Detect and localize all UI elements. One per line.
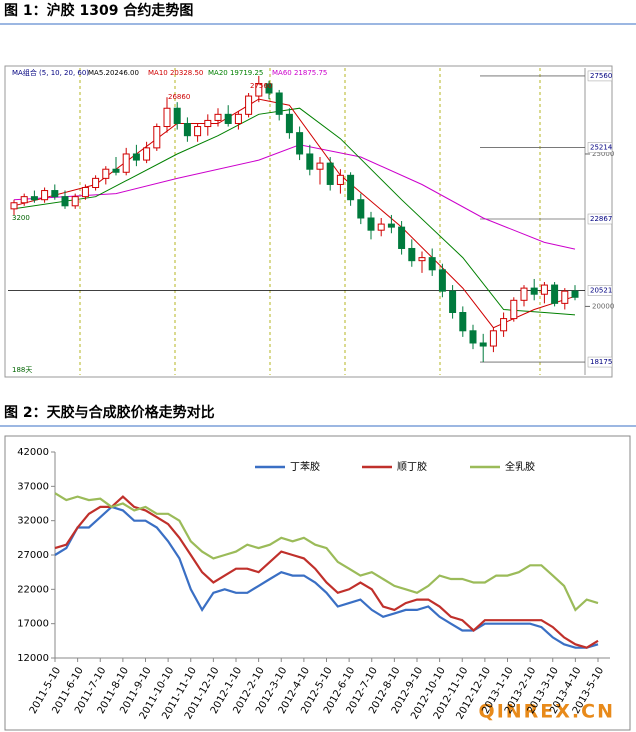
candle-body xyxy=(479,342,487,347)
y-tick-label: 27000 xyxy=(17,550,49,561)
candle-body xyxy=(132,153,140,161)
candle-body xyxy=(408,247,416,262)
candle-body xyxy=(255,83,263,97)
y-tick-label: 32000 xyxy=(17,516,49,527)
series-line xyxy=(54,495,599,649)
candle-body xyxy=(510,299,518,320)
y-tick-label: 12000 xyxy=(17,653,49,664)
candle-body xyxy=(459,312,467,332)
candle-body xyxy=(81,187,89,198)
series-line xyxy=(54,505,599,649)
candle-body xyxy=(61,196,69,207)
caption: 图 1：沪胶 1309 合约走势图 xyxy=(4,2,193,19)
candle-body xyxy=(30,196,38,201)
candle-body xyxy=(245,95,253,115)
y-tick-label: 17000 xyxy=(17,619,49,630)
chart-frame xyxy=(4,65,613,378)
candle-body xyxy=(306,153,314,170)
candle-body xyxy=(214,113,222,121)
legend-label: 顺丁胶 xyxy=(397,460,427,473)
candle-body xyxy=(540,284,548,295)
candle-body xyxy=(561,290,569,304)
candle-body xyxy=(500,318,508,332)
legend-label: 全乳胶 xyxy=(505,460,535,473)
watermark: QINREX.CN xyxy=(479,701,615,723)
series-line xyxy=(54,492,599,612)
candle-body xyxy=(418,257,426,262)
candle-body xyxy=(163,107,171,128)
candle-body xyxy=(449,290,457,314)
candle-body xyxy=(377,223,385,231)
candle-body xyxy=(357,199,365,219)
legend-text: MA20 19719.25 xyxy=(208,69,263,77)
candle-body xyxy=(520,287,528,301)
annotation: 26860 xyxy=(168,93,190,101)
candle-body xyxy=(41,190,49,201)
level-box xyxy=(587,213,613,225)
legend-text: MA60 21875.75 xyxy=(272,69,327,77)
candle-body xyxy=(530,287,538,295)
candle-body xyxy=(367,217,375,231)
candle-body xyxy=(285,113,293,134)
y-tick-label: 22000 xyxy=(17,584,49,595)
legend-text: MA组合 (5, 10, 20, 60) xyxy=(12,68,89,77)
level-box xyxy=(587,142,613,153)
candle-body xyxy=(153,126,161,149)
candle-body xyxy=(102,168,110,179)
candle-body xyxy=(326,162,334,185)
annotation: 188天 xyxy=(12,366,32,374)
candle-body xyxy=(204,119,212,128)
caption: 图 2：天胶与合成胶价格走势对比 xyxy=(4,404,215,421)
candle-body xyxy=(183,122,191,137)
candle-body xyxy=(571,290,579,298)
candle-body xyxy=(112,168,120,173)
annotation: 3200 xyxy=(12,214,30,222)
y-tick-label: 42000 xyxy=(17,447,49,458)
candle-body xyxy=(265,83,273,94)
level-box xyxy=(587,285,613,296)
level-label: 20521 xyxy=(590,287,612,295)
level-label: 22867 xyxy=(590,215,612,223)
candle-body xyxy=(224,113,232,124)
candle-body xyxy=(122,153,130,173)
candle-body xyxy=(20,196,28,204)
ma-line xyxy=(13,144,576,250)
candle-body xyxy=(336,174,344,185)
candle-body xyxy=(489,330,497,347)
y-tick-label: 37000 xyxy=(17,481,49,492)
legend-text: MA10 20328.50 xyxy=(148,69,203,77)
candle-body xyxy=(275,92,283,115)
candle-body xyxy=(428,257,436,271)
candle-body xyxy=(173,107,181,124)
candle-body xyxy=(143,147,151,161)
candle-body xyxy=(347,174,355,201)
candle-body xyxy=(387,223,395,228)
candle-body xyxy=(92,177,100,189)
y-tick-label: 25000 xyxy=(592,150,614,158)
level-label: 18175 xyxy=(590,358,612,366)
candle-body xyxy=(438,269,446,292)
legend-text: MA5.20246.00 xyxy=(88,69,139,77)
chart-frame xyxy=(4,435,631,731)
candle-body xyxy=(234,113,242,124)
candle-body xyxy=(71,196,79,207)
level-label: 27560 xyxy=(590,72,612,80)
legend-label: 丁苯胶 xyxy=(290,460,320,473)
y-tick-label: 20000 xyxy=(592,302,614,310)
candle-body xyxy=(316,162,324,170)
candle-body xyxy=(10,202,18,210)
candle-body xyxy=(398,226,406,249)
annotation: 27560 xyxy=(250,82,272,90)
level-box xyxy=(587,70,613,82)
level-label: 25214 xyxy=(590,143,613,151)
candle-body xyxy=(296,132,304,155)
candle-body xyxy=(194,126,202,137)
candle-body xyxy=(469,330,477,344)
level-box xyxy=(587,356,613,368)
candle-body xyxy=(51,190,59,198)
candle-body xyxy=(551,284,559,304)
